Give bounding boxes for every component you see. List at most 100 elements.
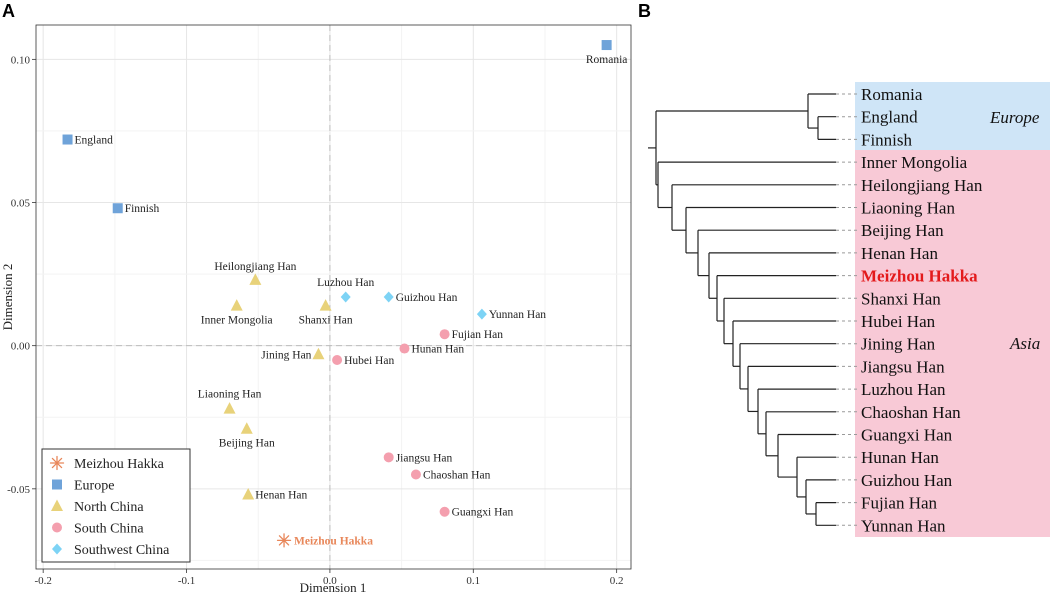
legend: Meizhou Hakka Europe North China South Chin… xyxy=(41,448,191,563)
y-axis-ticks: -0.05 0.00 0.05 0.10 xyxy=(7,54,36,496)
leaf-guizhou-han: Guizhou Han xyxy=(861,471,953,490)
label-shanxi-han: Shanxi Han xyxy=(299,315,353,327)
x-tick-label: 0.0 xyxy=(323,575,337,587)
legend-label-meizhou-hakka: Meizhou Hakka xyxy=(74,457,165,472)
legend-key-southwest-china xyxy=(52,543,62,555)
y-axis-title: Dimension 2 xyxy=(0,264,15,331)
data-points xyxy=(62,40,612,548)
x-axis-ticks: -0.2 -0.1 0.0 0.1 0.2 xyxy=(34,569,624,587)
label-jiangsu-han: Jiangsu Han xyxy=(396,452,453,464)
label-henan-han: Henan Han xyxy=(255,490,307,502)
leaf-jiangsu-han: Jiangsu Han xyxy=(861,357,945,376)
label-jining-han: Jining Han xyxy=(261,349,311,361)
plot-border xyxy=(35,24,632,570)
leaf-luzhou-han: Luzhou Han xyxy=(861,380,946,399)
point-inner-mongolia xyxy=(230,299,243,311)
group-label-asia: Asia xyxy=(1009,334,1040,353)
point-romania xyxy=(601,40,612,51)
x-axis-title: Dimension 1 xyxy=(300,580,367,595)
label-chaoshan-han: Chaoshan Han xyxy=(423,470,491,482)
label-luzhou-han: Luzhou Han xyxy=(317,277,374,289)
leaf-liaoning-han: Liaoning Han xyxy=(861,199,955,218)
panel-a-letter: A xyxy=(2,1,15,21)
point-henan-han xyxy=(242,488,255,500)
point-yunnan-han xyxy=(476,308,487,320)
point-guizhou-han xyxy=(383,291,394,303)
point-heilongjiang-han xyxy=(249,273,262,285)
europe-group-background xyxy=(855,82,1050,150)
point-liaoning-han xyxy=(223,402,236,414)
x-tick-label: 0.2 xyxy=(610,575,624,587)
point-jiangsu-han xyxy=(383,452,394,463)
leaf-hubei-han: Hubei Han xyxy=(861,312,936,331)
legend-key-south-china xyxy=(52,522,62,533)
point-hubei-han xyxy=(332,354,343,365)
asia-group-background xyxy=(855,150,1050,537)
y-tick-label: 0.05 xyxy=(11,198,31,210)
y-tick-label: -0.05 xyxy=(7,484,30,496)
leaf-romania: Romania xyxy=(861,85,923,104)
leaf-labels: Romania England Finnish Inner Mongolia Heilo… xyxy=(861,85,983,535)
leaf-beijing-han: Beijing Han xyxy=(861,221,944,240)
leaf-yunnan-han: Yunnan Han xyxy=(861,516,946,535)
tree-branches xyxy=(648,93,836,526)
leaf-shanxi-han: Shanxi Han xyxy=(861,289,941,308)
legend-label-south-china: South China xyxy=(74,522,144,537)
legend-label-europe: Europe xyxy=(74,479,114,494)
point-guangxi-han xyxy=(439,506,450,517)
label-england: England xyxy=(75,135,114,147)
leaf-henan-han: Henan Han xyxy=(861,244,938,263)
point-fujian-han xyxy=(439,329,450,340)
leaf-finnish: Finnish xyxy=(861,130,913,149)
leaf-meizhou-hakka: Meizhou Hakka xyxy=(861,267,978,286)
leaf-england: England xyxy=(861,108,918,127)
legend-label-southwest-china: Southwest China xyxy=(74,543,170,558)
x-tick-label: -0.2 xyxy=(34,575,51,587)
y-tick-label: 0.00 xyxy=(11,341,31,353)
plot-grid xyxy=(36,25,631,569)
legend-label-north-china: North China xyxy=(74,500,144,515)
x-tick-label: -0.1 xyxy=(178,575,195,587)
label-inner-mongolia: Inner Mongolia xyxy=(201,315,273,327)
label-meizhou-hakka: Meizhou Hakka xyxy=(294,535,373,547)
legend-box xyxy=(41,448,191,563)
point-england xyxy=(62,134,73,145)
label-yunnan-han: Yunnan Han xyxy=(489,309,546,321)
leaf-leader-lines xyxy=(836,93,858,526)
group-label-europe: Europe xyxy=(989,108,1040,127)
point-meizhou-hakka xyxy=(276,533,292,548)
legend-key-meizhou-hakka xyxy=(49,455,65,471)
point-labels: Romania England Finnish Heilongjiang Han Inn… xyxy=(75,54,628,547)
reference-lines xyxy=(36,25,631,569)
label-guangxi-han: Guangxi Han xyxy=(452,507,514,519)
scatter-plot: -0.2 -0.1 0.0 0.1 0.2 -0.05 0.00 0.05 0.10 Roma… xyxy=(0,24,632,595)
label-hubei-han: Hubei Han xyxy=(344,355,394,367)
y-tick-label: 0.10 xyxy=(11,54,31,66)
legend-key-north-china xyxy=(51,499,63,511)
x-tick-label: 0.1 xyxy=(466,575,480,587)
point-beijing-han xyxy=(240,422,253,434)
point-shanxi-han xyxy=(319,299,332,311)
leaf-jining-han: Jining Han xyxy=(861,335,936,354)
panel-b-letter: B xyxy=(638,1,651,21)
point-luzhou-han xyxy=(340,291,351,303)
leaf-chaoshan-han: Chaoshan Han xyxy=(861,403,961,422)
label-liaoning-han: Liaoning Han xyxy=(198,389,262,401)
leaf-heilongjiang-han: Heilongjiang Han xyxy=(861,176,983,195)
label-fujian-han: Fujian Han xyxy=(452,329,504,341)
point-jining-han xyxy=(312,347,325,360)
label-heilongjiang-han: Heilongjiang Han xyxy=(214,261,296,273)
leaf-hunan-han: Hunan Han xyxy=(861,448,939,467)
point-hunan-han xyxy=(399,343,410,354)
leaf-fujian-han: Fujian Han xyxy=(861,494,938,513)
point-chaoshan-han xyxy=(410,469,421,480)
label-beijing-han: Beijing Han xyxy=(219,438,275,450)
point-finnish xyxy=(112,203,123,214)
label-hunan-han: Hunan Han xyxy=(411,344,464,356)
label-finnish: Finnish xyxy=(125,203,160,215)
leaf-guangxi-han: Guangxi Han xyxy=(861,426,953,445)
label-guizhou-han: Guizhou Han xyxy=(396,292,458,304)
label-romania: Romania xyxy=(586,54,628,66)
leaf-inner-mongolia: Inner Mongolia xyxy=(861,153,968,172)
